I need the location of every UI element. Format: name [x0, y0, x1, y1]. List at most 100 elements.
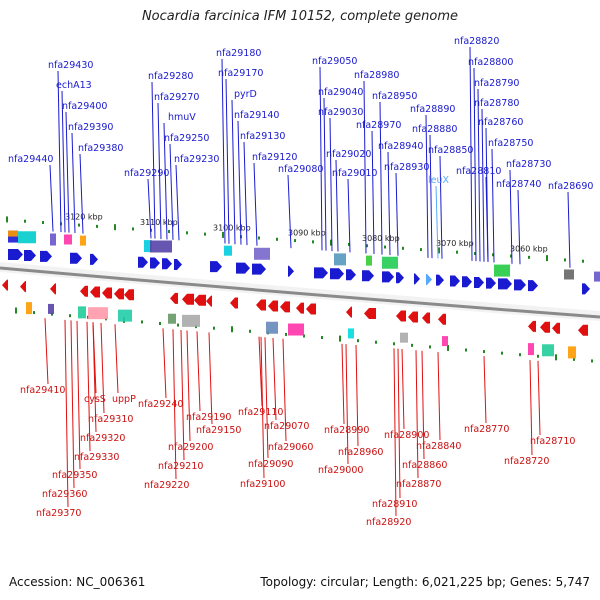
top-gene-leader	[57, 70, 62, 233]
top-gene-label: echA13	[56, 80, 92, 91]
feature-box	[150, 240, 172, 253]
top-gene-leader	[287, 174, 292, 249]
bottom-tick	[51, 312, 53, 316]
top-gene-label: nfa29080	[278, 164, 323, 175]
bottom-gene-label: nfa28720	[504, 456, 549, 467]
forward-gene-arrow	[582, 283, 590, 295]
top-gene-leader	[253, 162, 258, 246]
top-tick	[114, 224, 116, 231]
forward-gene-arrow	[330, 268, 344, 280]
bottom-gene-label: nfa28960	[338, 447, 383, 458]
forward-gene-arrow	[210, 261, 222, 273]
bottom-gene-leader	[86, 321, 91, 452]
top-gene-leader	[163, 122, 168, 240]
bottom-tick	[447, 344, 449, 351]
feature-box	[8, 230, 18, 237]
reverse-gene-arrow	[438, 313, 446, 325]
top-gene-leader	[347, 178, 351, 253]
bottom-tick	[519, 353, 521, 357]
bottom-gene-leader	[92, 322, 97, 433]
top-tick	[96, 224, 98, 228]
bottom-gene-leader	[437, 352, 441, 441]
reverse-gene-arrow	[102, 287, 112, 299]
top-gene-label: nfa28750	[488, 138, 533, 149]
forward-gene-arrow	[396, 272, 404, 284]
feature-box	[442, 336, 448, 347]
top-gene-leader	[319, 66, 323, 251]
scale-label: 3070 kbp	[436, 239, 474, 248]
reverse-gene-arrow	[50, 283, 56, 295]
bottom-gene-label: nfa29110	[238, 407, 283, 418]
feature-box	[266, 321, 278, 334]
top-tick	[42, 221, 44, 225]
bottom-tick	[429, 345, 431, 349]
top-gene-leader	[49, 164, 54, 232]
forward-gene-arrow	[450, 275, 460, 287]
top-tick	[204, 232, 206, 236]
top-gene-label: nfa29130	[240, 131, 285, 142]
bottom-gene-leader	[529, 360, 533, 456]
top-gene-label: nfa28790	[474, 78, 519, 89]
top-tick	[24, 219, 26, 223]
top-gene-label: nfa28820	[454, 36, 499, 47]
top-gene-label: nfa28780	[474, 98, 519, 109]
forward-gene-arrow	[150, 257, 160, 269]
forward-gene-arrow	[362, 270, 374, 282]
feature-box	[594, 271, 600, 282]
bottom-tick	[231, 326, 233, 333]
feature-box	[64, 234, 72, 245]
bottom-gene-leader	[415, 350, 419, 479]
scale-label: 3110 kbp	[140, 218, 178, 227]
bottom-gene-label: nfa29090	[248, 459, 293, 470]
bottom-tick	[33, 311, 35, 315]
forward-gene-arrow	[346, 269, 356, 281]
top-gene-leader	[175, 164, 180, 241]
top-gene-label: nfa29280	[148, 71, 193, 82]
top-tick	[294, 239, 296, 243]
bottom-gene-label: uppP	[112, 394, 136, 405]
feature-box	[334, 253, 346, 266]
top-tick	[258, 236, 260, 240]
top-gene-labels: nfa29430 echA13 nfa29400 nfa29390 nfa29380 nf…	[8, 36, 593, 268]
reverse-gene-arrow	[90, 286, 100, 298]
backbone-line	[0, 266, 600, 319]
top-gene-leader	[169, 143, 174, 240]
forward-gene-arrow	[314, 267, 328, 279]
forward-gene-arrow	[498, 278, 512, 290]
bottom-gene-leader	[172, 329, 177, 480]
reverse-gene-arrow	[206, 295, 212, 307]
top-gene-label: nfa28940	[378, 141, 423, 152]
top-gene-label: nfa28760	[478, 117, 523, 128]
top-gene-label: nfa28730	[506, 159, 551, 170]
bottom-tick	[159, 322, 161, 325]
top-gene-label: nfa29230	[174, 154, 219, 165]
reverse-gene-arrow	[80, 285, 88, 297]
bottom-tick	[213, 326, 215, 330]
forward-gene-arrow	[162, 258, 172, 270]
top-gene-leader	[395, 172, 399, 256]
bottom-tick	[141, 320, 143, 324]
bottom-tick	[69, 314, 71, 318]
top-gene-label: hmuV	[168, 112, 196, 123]
top-gene-label: nfa29440	[8, 154, 53, 165]
forward-gene-arrow	[486, 277, 496, 289]
bottom-gene-label: nfa28710	[530, 436, 575, 447]
top-gene-leader	[225, 78, 230, 244]
bottom-gene-label: nfa29240	[138, 399, 183, 410]
bottom-gene-label: nfa29150	[196, 425, 241, 436]
bottom-gene-leader	[114, 324, 119, 394]
bottom-tick	[591, 359, 593, 363]
top-gene-leader	[157, 102, 162, 240]
bottom-gene-label: nfa28770	[464, 424, 509, 435]
top-gene-label: nfa29050	[312, 56, 357, 67]
bottom-gene-leader	[196, 331, 201, 412]
forward-gene-arrow	[174, 258, 182, 270]
feature-box	[18, 231, 36, 244]
scale-labels: 3120 kbp 3110 kbp 3100 kbp 3090 kbp 3080 kbp…	[65, 213, 548, 254]
top-tick	[528, 255, 530, 259]
feature-box	[144, 240, 152, 253]
feature-box	[48, 303, 54, 314]
reverse-gene-arrow	[552, 322, 560, 334]
reverse-gene-arrow	[540, 321, 550, 333]
bottom-tick	[285, 332, 287, 336]
